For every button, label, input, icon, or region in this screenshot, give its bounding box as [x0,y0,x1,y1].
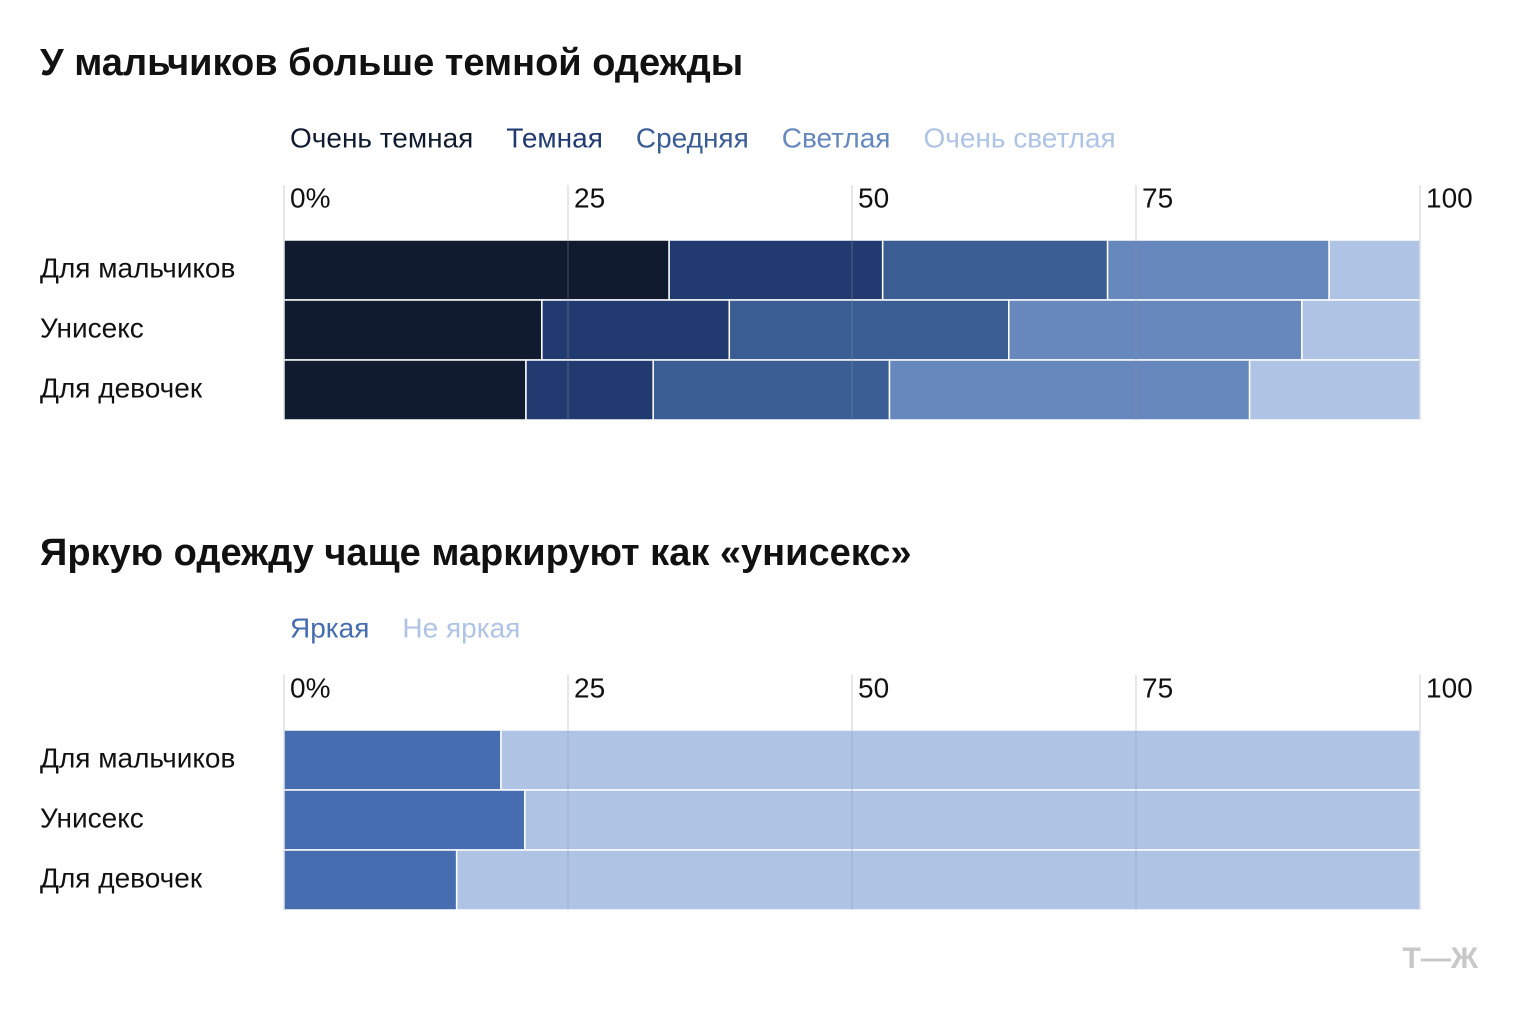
x-tick-label: 100 [1426,182,1473,213]
chart-title: Яркую одежду чаще маркируют как «унисекс… [40,532,912,574]
legend-label: Светлая [782,122,891,153]
bar-segment [283,359,527,421]
bar-segment [1008,299,1303,361]
x-tick-label: 50 [858,182,889,213]
bar-segment [455,849,1421,911]
chart-title: У мальчиков больше темной одежды [40,42,743,84]
legend-label: Яркая [290,612,369,643]
x-tick-label: 100 [1426,672,1473,703]
bar-segment [728,299,1010,361]
category-label: Для мальчиков [40,252,235,283]
bar-segment [1106,239,1330,301]
logo: Т—Ж [1403,942,1479,975]
bar-segment [283,239,670,301]
bar-segment [1248,359,1421,421]
bar-segment [283,849,458,911]
x-tick-label: 75 [1142,672,1173,703]
x-tick-label: 25 [574,182,605,213]
bar-segment [881,239,1109,301]
bar-segment [888,359,1251,421]
legend-label: Средняя [636,122,749,153]
legend-label: Очень темная [290,122,473,153]
x-tick-label: 50 [858,672,889,703]
bar-segment [668,239,884,301]
bar-segment [524,789,1421,851]
bar-segment [500,729,1421,791]
x-tick-label: 25 [574,672,605,703]
bar-segment [283,729,502,791]
bar-segment [283,299,543,361]
category-label: Для девочек [40,372,203,403]
bar-segment [652,359,891,421]
category-label: Для девочек [40,862,203,893]
bar-segment [1301,299,1421,361]
bar-segment [525,359,654,421]
bar-segment [1328,239,1421,301]
x-tick-label: 0% [290,672,330,703]
legend-label: Очень светлая [923,122,1115,153]
x-tick-label: 75 [1142,182,1173,213]
category-label: Унисекс [40,802,144,833]
category-label: Унисекс [40,312,144,343]
x-tick-label: 0% [290,182,330,213]
legend-label: Темная [506,122,603,153]
bar-segment [283,789,526,851]
category-label: Для мальчиков [40,742,235,773]
bar-segment [541,299,731,361]
legend-label: Не яркая [402,612,520,643]
